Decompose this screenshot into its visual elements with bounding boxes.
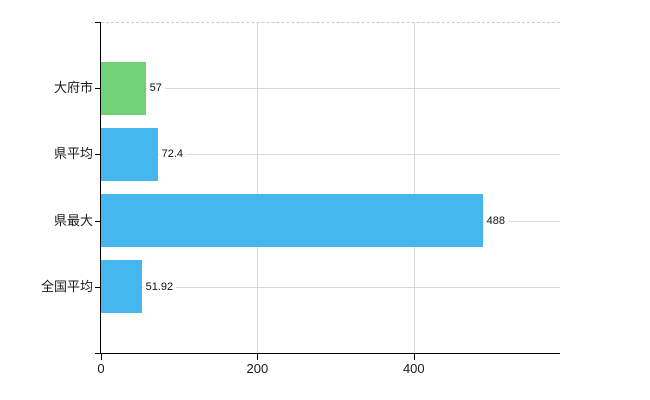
bar	[101, 127, 158, 181]
gridline-v	[257, 22, 259, 353]
x-tick-label: 0	[97, 361, 105, 376]
gridline-h	[101, 88, 560, 90]
x-axis-line	[100, 353, 560, 354]
gridline-v	[413, 22, 415, 353]
value-label: 488	[483, 212, 508, 229]
bar	[101, 260, 142, 314]
bar	[101, 194, 483, 248]
y-tick-mark	[95, 88, 101, 90]
value-label: 51.92	[142, 278, 177, 295]
x-tick-label: 200	[246, 361, 269, 376]
x-tick-mark	[101, 353, 102, 360]
x-tick-mark	[257, 353, 259, 360]
y-tick-mark	[95, 353, 101, 354]
y-axis-label: 県平均	[53, 146, 93, 162]
gridline-h	[101, 154, 560, 156]
y-axis-line	[100, 22, 101, 354]
y-tick-mark	[95, 22, 101, 23]
x-tick-mark	[413, 353, 415, 360]
bar	[101, 61, 146, 115]
x-tick-label: 400	[402, 361, 425, 376]
value-label: 57	[146, 80, 165, 97]
y-axis-label: 大府市	[53, 80, 93, 96]
y-tick-mark	[95, 286, 101, 288]
gridline-h	[101, 286, 560, 288]
y-tick-mark	[95, 220, 101, 222]
y-axis-label: 全国平均	[40, 278, 93, 294]
y-tick-mark	[95, 154, 101, 156]
value-label: 72.4	[158, 146, 187, 163]
plot-top-border	[101, 22, 560, 23]
y-axis-label: 県最大	[53, 212, 93, 228]
